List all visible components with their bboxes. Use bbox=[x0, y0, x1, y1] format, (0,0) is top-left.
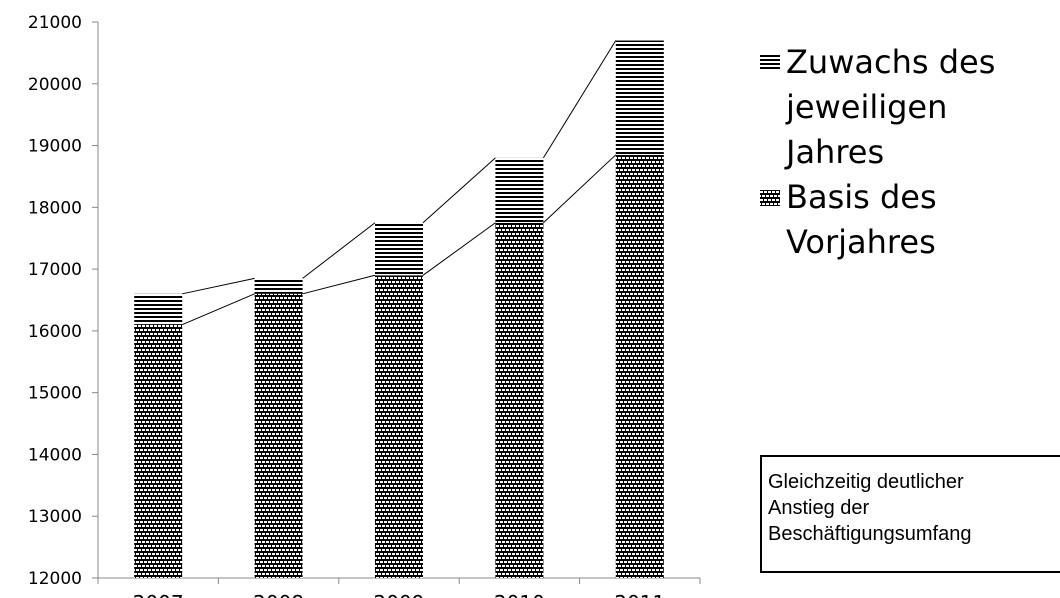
bar-zuwachs bbox=[375, 222, 423, 276]
y-tick-label: 20000 bbox=[28, 75, 82, 95]
series-line-total bbox=[422, 157, 496, 224]
tick-labels: 12000 13000 14000 15000 16000 17000 18000 19000… bbox=[28, 13, 665, 598]
x-tick-label: 2009 bbox=[374, 591, 425, 598]
y-tick-label: 18000 bbox=[28, 198, 82, 218]
annotation-line-1: Gleichzeitig deutlicher bbox=[768, 471, 964, 493]
bar-zuwachs bbox=[134, 293, 183, 325]
annotation-line-2: Anstieg der bbox=[768, 497, 870, 519]
legend-item-basis: Basis des Vorjahres bbox=[760, 175, 1060, 265]
y-tick-label: 15000 bbox=[28, 384, 82, 404]
legend-item-zuwachs: Zuwachs des jeweiligen Jahres bbox=[760, 40, 1060, 175]
series-line-basis bbox=[302, 274, 376, 295]
annotation-box: Gleichzeitig deutlicher Anstieg der Besc… bbox=[760, 455, 1060, 573]
bar-basis bbox=[495, 222, 544, 578]
y-tick-label: 17000 bbox=[28, 260, 82, 280]
bar-basis bbox=[134, 324, 183, 578]
y-tick-label: 16000 bbox=[28, 322, 82, 342]
bar-zuwachs bbox=[254, 278, 303, 294]
bar-zuwachs bbox=[495, 157, 544, 223]
y-tick-label: 21000 bbox=[28, 13, 82, 33]
bars bbox=[134, 40, 664, 579]
legend-label-basis: Basis des Vorjahres bbox=[786, 178, 937, 261]
brick-pattern-swatch-icon bbox=[760, 190, 780, 206]
y-tick-label: 13000 bbox=[28, 507, 82, 527]
x-tick-label: 2008 bbox=[253, 591, 304, 598]
y-tick-label: 14000 bbox=[28, 445, 82, 465]
chart: 12000 13000 14000 15000 16000 17000 18000 19000… bbox=[28, 13, 701, 598]
series-line-basis bbox=[422, 222, 496, 276]
x-tick-label: 2007 bbox=[133, 591, 184, 598]
y-tick-label: 19000 bbox=[28, 137, 82, 157]
bar-zuwachs bbox=[615, 40, 664, 155]
x-tick-label: 2011 bbox=[614, 591, 665, 598]
legend-label-zuwachs: Zuwachs des jeweiligen Jahres bbox=[786, 43, 996, 171]
bar-basis bbox=[615, 154, 664, 579]
bar-basis bbox=[375, 275, 423, 578]
annotation-line-3: Beschäftigungsumfang bbox=[768, 523, 972, 545]
series-line-basis bbox=[543, 154, 617, 224]
series-line-total bbox=[182, 277, 255, 295]
series-line-basis bbox=[182, 293, 255, 326]
x-tick-label: 2010 bbox=[494, 591, 545, 598]
y-tick-label: 12000 bbox=[28, 569, 82, 589]
axes bbox=[92, 21, 701, 584]
lines-pattern-swatch-icon bbox=[760, 55, 780, 71]
series-line-total bbox=[302, 222, 376, 279]
bar-basis bbox=[254, 293, 303, 578]
legend: Zuwachs des jeweiligen Jahres Basis des … bbox=[760, 40, 1060, 265]
series-line-total bbox=[542, 40, 617, 159]
series-lines bbox=[182, 40, 617, 326]
